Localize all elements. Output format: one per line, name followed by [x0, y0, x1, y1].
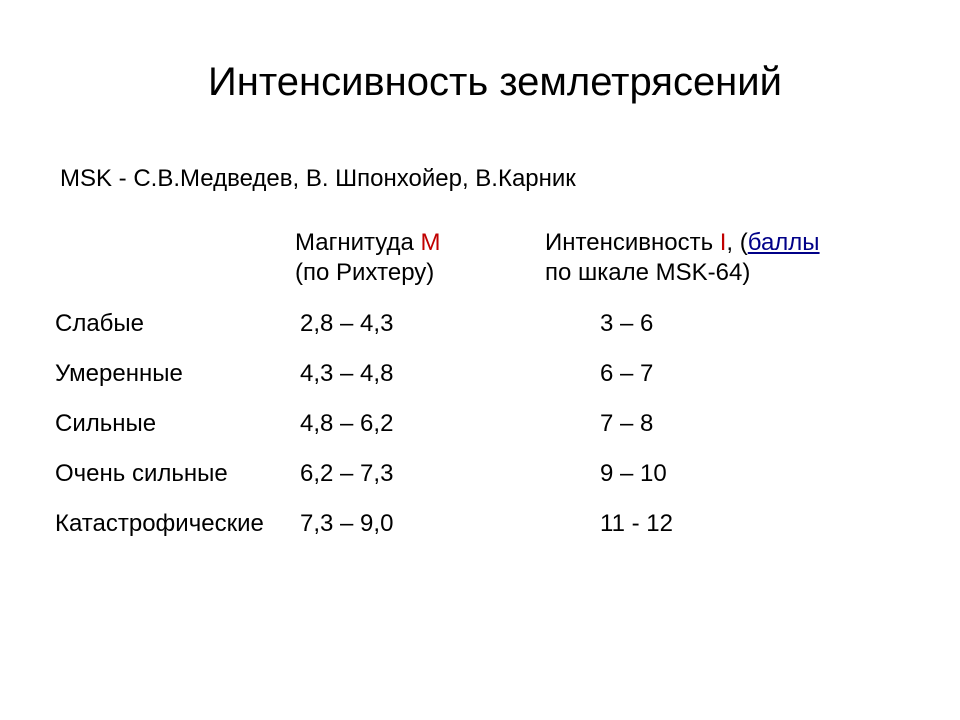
header-magnitude-text1: Магнитуда	[295, 229, 421, 256]
header-magnitude-text2: (по Рихтеру)	[295, 259, 434, 286]
slide: Интенсивность землетрясений MSK - С.В.Ме…	[0, 0, 960, 720]
table-row-intensity: 6 – 7	[545, 360, 825, 388]
table-row-intensity: 11 - 12	[545, 510, 825, 538]
table-row-category: Катастрофические	[55, 510, 295, 538]
table-row-magnitude: 2,8 – 4,3	[295, 310, 545, 338]
table-container: Магнитуда М (по Рихтеру) Интенсивность I…	[55, 228, 910, 538]
header-intensity-text2: по шкале MSK-64)	[545, 259, 750, 286]
table-row-magnitude: 4,8 – 6,2	[295, 410, 545, 438]
header-intensity: Интенсивность I, (баллы по шкале MSK-64)	[545, 228, 825, 288]
table-row-category: Сильные	[55, 410, 295, 438]
header-intensity-text1: Интенсивность	[545, 229, 720, 256]
table-row-magnitude: 6,2 – 7,3	[295, 460, 545, 488]
table-row-magnitude: 7,3 – 9,0	[295, 510, 545, 538]
slide-subtitle: MSK - С.В.Медведев, В. Шпонхойер, В.Карн…	[60, 165, 910, 193]
header-magnitude-m: М	[421, 229, 441, 256]
table-row-category: Очень сильные	[55, 460, 295, 488]
table-row-intensity: 7 – 8	[545, 410, 825, 438]
header-intensity-text1b: , (	[726, 229, 747, 256]
intensity-table: Магнитуда М (по Рихтеру) Интенсивность I…	[55, 228, 910, 538]
header-empty	[55, 228, 295, 288]
table-row-intensity: 3 – 6	[545, 310, 825, 338]
header-intensity-link[interactable]: баллы	[748, 229, 820, 256]
table-row-category: Слабые	[55, 310, 295, 338]
header-magnitude: Магнитуда М (по Рихтеру)	[295, 228, 545, 288]
slide-title: Интенсивность землетрясений	[80, 60, 910, 105]
table-row-category: Умеренные	[55, 360, 295, 388]
table-row-intensity: 9 – 10	[545, 460, 825, 488]
table-row-magnitude: 4,3 – 4,8	[295, 360, 545, 388]
